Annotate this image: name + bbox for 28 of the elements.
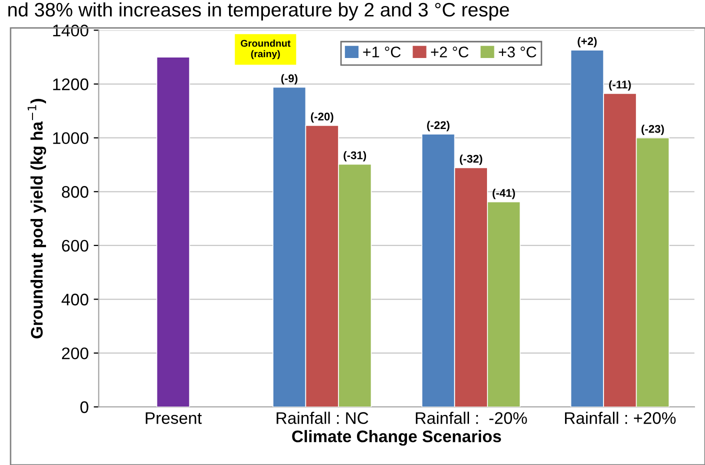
x-tick-label: Rainfall : -20% bbox=[416, 412, 527, 424]
y-tick-label: 600 bbox=[62, 240, 88, 252]
x-tick-label: Present bbox=[146, 412, 202, 424]
annotation: (-31) bbox=[344, 151, 366, 162]
bar bbox=[156, 56, 190, 407]
text: nd 38% with increases in temperature by 2 and 3 °C respe bbox=[8, 2, 509, 20]
annotation: (-23) bbox=[642, 124, 664, 136]
annotation: (-11) bbox=[609, 80, 631, 91]
y-axis-title: Groundnut pod yield (kg ha$^{−1}$) bbox=[28, 98, 46, 338]
legend-label: +1 °C bbox=[363, 46, 401, 58]
legend-label: +2 °C bbox=[430, 46, 468, 58]
y-tick-label: 0 bbox=[80, 401, 88, 414]
legend-label: +3 °C bbox=[498, 46, 536, 58]
x-tick-label: Rainfall : +20% bbox=[565, 412, 676, 424]
y-tick-label: 800 bbox=[62, 186, 88, 198]
annotation: (-41) bbox=[492, 188, 515, 200]
y-tick-label: 1200 bbox=[53, 78, 88, 90]
y-tick-label: 400 bbox=[62, 294, 88, 306]
annotation: (-22) bbox=[427, 120, 450, 132]
annotation: (-32) bbox=[460, 154, 482, 165]
y-tick-label: 1000 bbox=[53, 132, 88, 144]
y-tick-label: 200 bbox=[62, 347, 88, 360]
annotation: (-9) bbox=[281, 74, 298, 84]
annotation: (-20) bbox=[310, 112, 334, 123]
annotation: (+2) bbox=[578, 37, 597, 48]
x-axis-title: Climate Change Scenarios bbox=[292, 430, 502, 446]
x-tick-label: Rainfall : NC bbox=[276, 412, 368, 424]
annotation: Groundnut (rainy) bbox=[240, 40, 290, 60]
